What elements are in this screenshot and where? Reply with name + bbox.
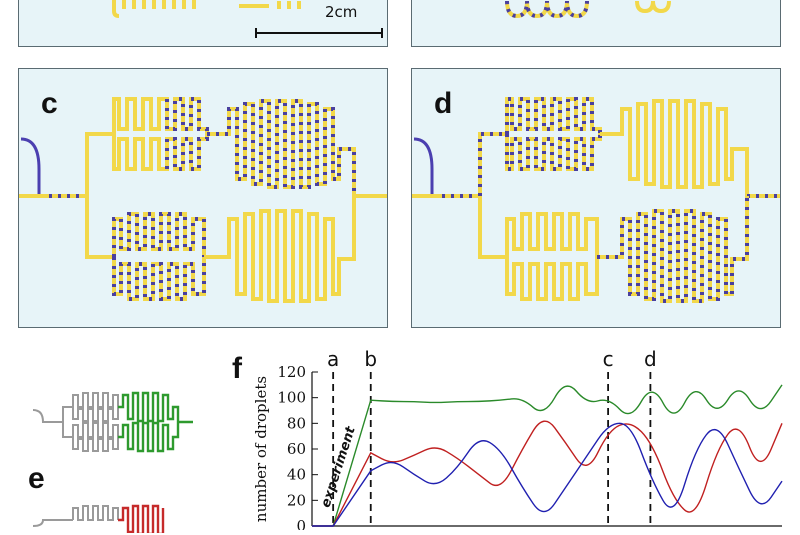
panel-e-label: e <box>28 462 45 495</box>
y-axis-label: number of droplets <box>252 376 270 522</box>
panel-c-label: c <box>41 87 58 120</box>
panel-a: 2cm <box>18 0 388 47</box>
y-tick-label: 80 <box>287 414 306 432</box>
y-tick-label: 20 <box>287 491 306 509</box>
y-tick-label: 60 <box>287 440 306 458</box>
panel-b-channels <box>505 0 671 19</box>
panel-d-channels <box>412 97 780 303</box>
y-tick-label: 100 <box>277 389 306 407</box>
panel-c-channels <box>19 97 387 303</box>
series-line-0 <box>312 384 783 527</box>
series-line-2 <box>312 422 783 527</box>
panel-d: d <box>411 68 781 328</box>
scale-bar-label: 2cm <box>325 3 358 21</box>
y-tick-label: 40 <box>287 466 306 484</box>
marker-label-d: d <box>644 347 657 371</box>
y-tick-label: 0 <box>296 517 306 530</box>
scale-bar <box>255 28 383 38</box>
marker-label-b: b <box>364 347 377 371</box>
y-tick-label: 120 <box>277 363 306 381</box>
panel-f-label: f <box>232 352 242 385</box>
series-line-1 <box>312 420 783 527</box>
chart-f: 0 20 40 60 80 100 120 number of droplets a b c d exp… <box>230 340 800 535</box>
panel-b <box>411 0 781 47</box>
panel-a-channels <box>112 0 301 18</box>
marker-label-a: a <box>327 347 339 371</box>
panel-d-label: d <box>434 87 453 120</box>
panel-c: c <box>18 68 388 328</box>
marker-label-c: c <box>603 347 614 371</box>
panel-e-schematic-green <box>32 391 193 453</box>
panel-e-schematic-red <box>32 504 165 533</box>
